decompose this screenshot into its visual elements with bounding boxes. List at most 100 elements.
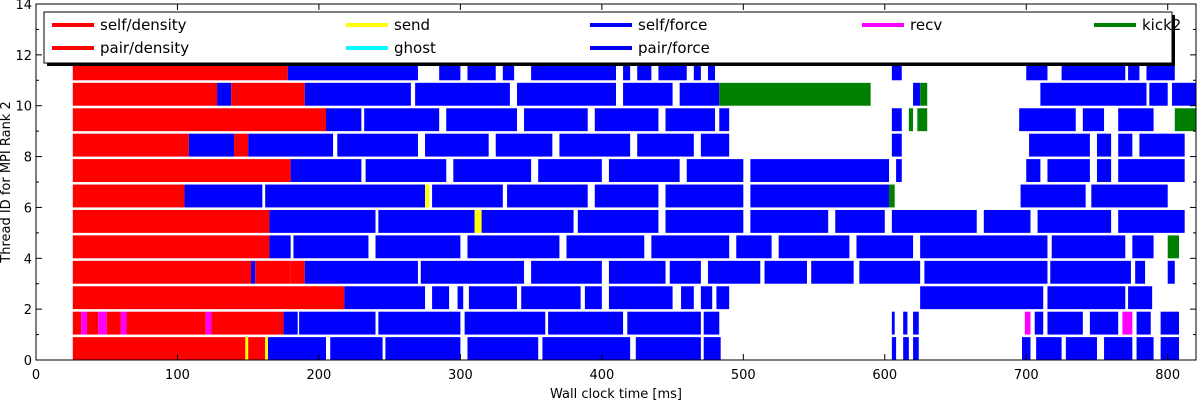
- timeline-bar-thread-10-13: [1171, 82, 1196, 106]
- timeline-bar-thread-1-25: [1160, 311, 1180, 335]
- timeline-bar-thread-3-1: [251, 260, 256, 284]
- timeline-bar-thread-10-8: [719, 82, 871, 106]
- timeline-bar-thread-0-5: [330, 337, 383, 360]
- timeline-bar-thread-9-9: [908, 108, 914, 132]
- x-tick-label: 200: [307, 368, 332, 383]
- timeline-bar-thread-5-2: [378, 209, 475, 233]
- legend-label-2: send: [394, 16, 430, 34]
- timeline-bar-thread-6-10: [1020, 184, 1086, 208]
- timeline-bar-thread-3-6: [420, 260, 525, 284]
- timeline-bar-thread-6-1: [184, 184, 263, 208]
- timeline-bar-thread-1-2: [86, 311, 99, 335]
- timeline-bar-thread-3-17: [1167, 260, 1175, 284]
- timeline-bar-thread-0-14: [1022, 337, 1031, 360]
- timeline-bar-thread-5-3: [474, 209, 482, 233]
- timeline-bar-thread-10-11: [1040, 82, 1147, 106]
- timeline-bar-thread-0-6: [385, 337, 461, 360]
- timeline-bar-thread-3-13: [859, 260, 921, 284]
- timeline-bar-thread-0-2: [248, 337, 266, 360]
- timeline-bar-thread-5-7: [750, 209, 829, 233]
- x-tick-label: 800: [1155, 368, 1180, 383]
- timeline-bar-thread-0-7: [467, 337, 539, 360]
- timeline-bar-thread-1-16: [891, 311, 895, 335]
- timeline-bar-thread-5-0: [72, 209, 270, 233]
- legend-label-5: pair/force: [638, 39, 710, 57]
- timeline-bar-thread-6-6: [594, 184, 659, 208]
- timeline-bar-thread-10-1: [217, 82, 232, 106]
- timeline-bar-thread-5-6: [665, 209, 744, 233]
- timeline-bar-thread-9-4: [524, 108, 588, 132]
- timeline-bar-thread-9-6: [665, 108, 716, 132]
- timeline-bar-thread-10-7: [679, 82, 720, 106]
- timeline-bar-thread-1-20: [1034, 311, 1044, 335]
- timeline-bar-thread-0-19: [1160, 337, 1180, 360]
- timeline-bar-thread-4-12: [1132, 235, 1154, 259]
- legend-box: [43, 11, 1173, 64]
- timeline-bar-thread-5-11: [1037, 209, 1112, 233]
- timeline-bar-thread-8-2: [234, 133, 249, 157]
- timeline-bar-thread-10-12: [1149, 82, 1168, 106]
- x-axis-label: Wall clock time [ms]: [550, 387, 682, 400]
- timeline-bar-thread-10-2: [231, 82, 305, 106]
- x-tick-label: 400: [589, 368, 614, 383]
- timeline-bar-thread-1-17: [903, 311, 908, 335]
- timeline-bar-thread-8-14: [1139, 133, 1185, 157]
- timeline-bar-thread-4-5: [566, 235, 645, 259]
- timeline-bar-thread-6-4: [432, 184, 503, 208]
- timeline-bar-thread-7-9: [1026, 159, 1041, 182]
- timeline-bar-thread-10-3: [304, 82, 411, 106]
- timeline-bar-thread-3-12: [811, 260, 854, 284]
- legend: self/density pair/density send ghost self/fo…: [43, 11, 1181, 66]
- timeline-bar-thread-3-2: [255, 260, 260, 284]
- legend-label-3: ghost: [394, 39, 436, 57]
- timeline-bar-thread-3-0: [72, 260, 252, 284]
- timeline-bar-thread-1-0: [72, 311, 82, 335]
- timeline-bar-thread-0-1: [245, 337, 249, 360]
- timeline-bar-thread-1-7: [205, 311, 212, 335]
- legend-label-7: kick2: [1142, 16, 1181, 34]
- timeline-bar-thread-1-12: [464, 311, 546, 335]
- timeline-bar-thread-2-13: [1128, 286, 1153, 310]
- timeline-bar-thread-5-12: [1118, 209, 1185, 233]
- timeline-bar-thread-0-8: [542, 337, 631, 360]
- timeline-bar-thread-1-10: [299, 311, 376, 335]
- timeline-bar-thread-0-12: [903, 337, 909, 360]
- timeline-bar-thread-7-4: [538, 159, 602, 182]
- timeline-bar-thread-3-10: [707, 260, 761, 284]
- timeline-bar-thread-9-5: [594, 108, 659, 132]
- y-tick-label: 0: [24, 354, 32, 369]
- timeline-bar-thread-7-11: [1096, 159, 1112, 182]
- timeline-bar-thread-4-0: [72, 235, 270, 259]
- timeline-bar-thread-9-3: [446, 108, 517, 132]
- axes-layer: 0 100 200 300 400 500 600 700 800 0 2 4 6 8 10 12 14: [15, 0, 1197, 383]
- timeline-bar-thread-4-7: [736, 235, 772, 259]
- timeline-bar-thread-6-11: [1091, 184, 1168, 208]
- timeline-bar-thread-6-5: [507, 184, 588, 208]
- timeline-bar-thread-4-8: [778, 235, 850, 259]
- x-tick-label: 600: [872, 368, 897, 383]
- timeline-bar-thread-10-4: [415, 82, 510, 106]
- timeline-bar-thread-4-1: [269, 235, 291, 259]
- timeline-bar-thread-9-1: [326, 108, 362, 132]
- timeline-bar-thread-0-13: [913, 337, 919, 360]
- legend-label-1: pair/density: [100, 39, 189, 57]
- timeline-bar-thread-2-2: [432, 286, 450, 310]
- y-tick-label: 4: [24, 252, 32, 267]
- timeline-bar-thread-0-18: [1136, 337, 1154, 360]
- timeline-bar-thread-0-15: [1036, 337, 1062, 360]
- timeline-bar-thread-0-10: [703, 337, 721, 360]
- timeline-bar-thread-10-6: [623, 82, 673, 106]
- timeline-bar-thread-2-5: [521, 286, 581, 310]
- timeline-bar-thread-1-18: [913, 311, 919, 335]
- legend-label-4: self/force: [638, 16, 707, 34]
- timeline-bar-thread-1-8: [211, 311, 284, 335]
- timeline-bar-thread-5-5: [577, 209, 659, 233]
- timeline-bar-thread-9-0: [72, 108, 326, 132]
- timeline-bar-thread-7-6: [686, 159, 744, 182]
- timeline-bar-thread-1-4: [106, 311, 121, 335]
- timeline-bar-thread-8-8: [637, 133, 694, 157]
- timeline-bar-thread-8-4: [337, 133, 418, 157]
- timeline-bar-thread-11-10: [707, 57, 716, 81]
- timeline-bar-thread-4-3: [375, 235, 461, 259]
